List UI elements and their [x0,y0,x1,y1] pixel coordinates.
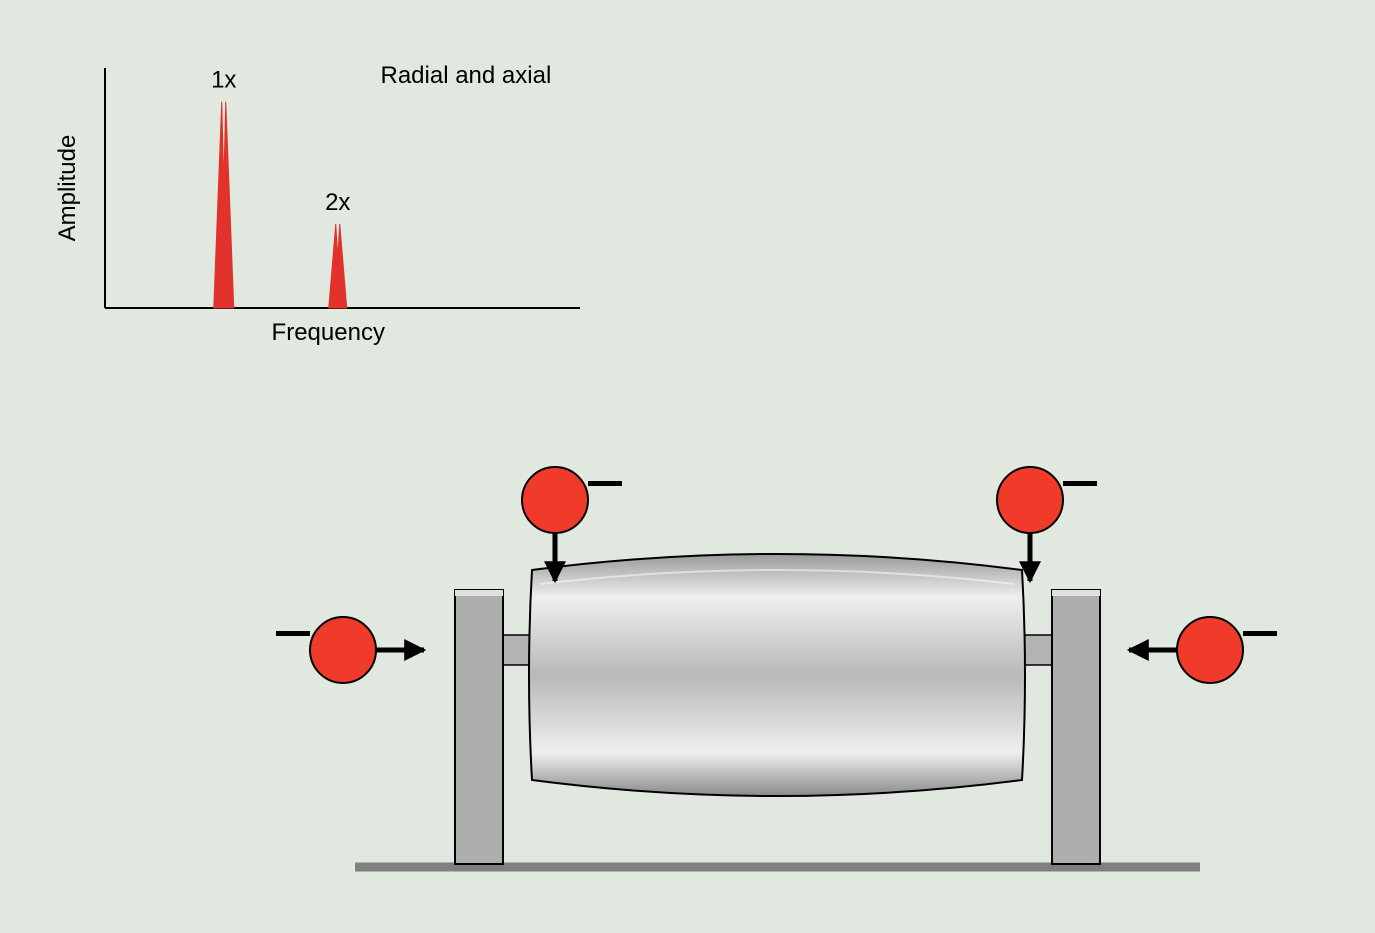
rotor-body [529,554,1025,796]
rotor-diagram [276,467,1277,867]
sensor-circle [997,467,1063,533]
sensor-circle [310,617,376,683]
peak-label: 2x [325,189,350,216]
pedestal-top-face [455,590,503,596]
spectrum-peak [329,224,347,308]
figure-canvas: Amplitude Frequency Radial and axial 1x 2… [0,0,1375,933]
sensor-left-axial [276,617,424,683]
peak-label: 1x [211,67,236,94]
spectrum-peaks: 1x 2x [211,67,350,308]
sensor-right-axial [1129,617,1277,683]
pedestal-top-face [1052,590,1100,596]
x-axis-label: Frequency [272,319,385,346]
spectrum-peak [214,102,234,308]
pedestal-right [1052,590,1100,864]
spectrum-chart: Amplitude Frequency Radial and axial 1x 2… [54,62,580,346]
sensor-circle [1177,617,1243,683]
pedestal-left [455,590,503,864]
sensor-circle [522,467,588,533]
y-axis-label: Amplitude [54,135,81,242]
sensor-right-radial [997,467,1097,581]
chart-title: Radial and axial [381,62,552,89]
